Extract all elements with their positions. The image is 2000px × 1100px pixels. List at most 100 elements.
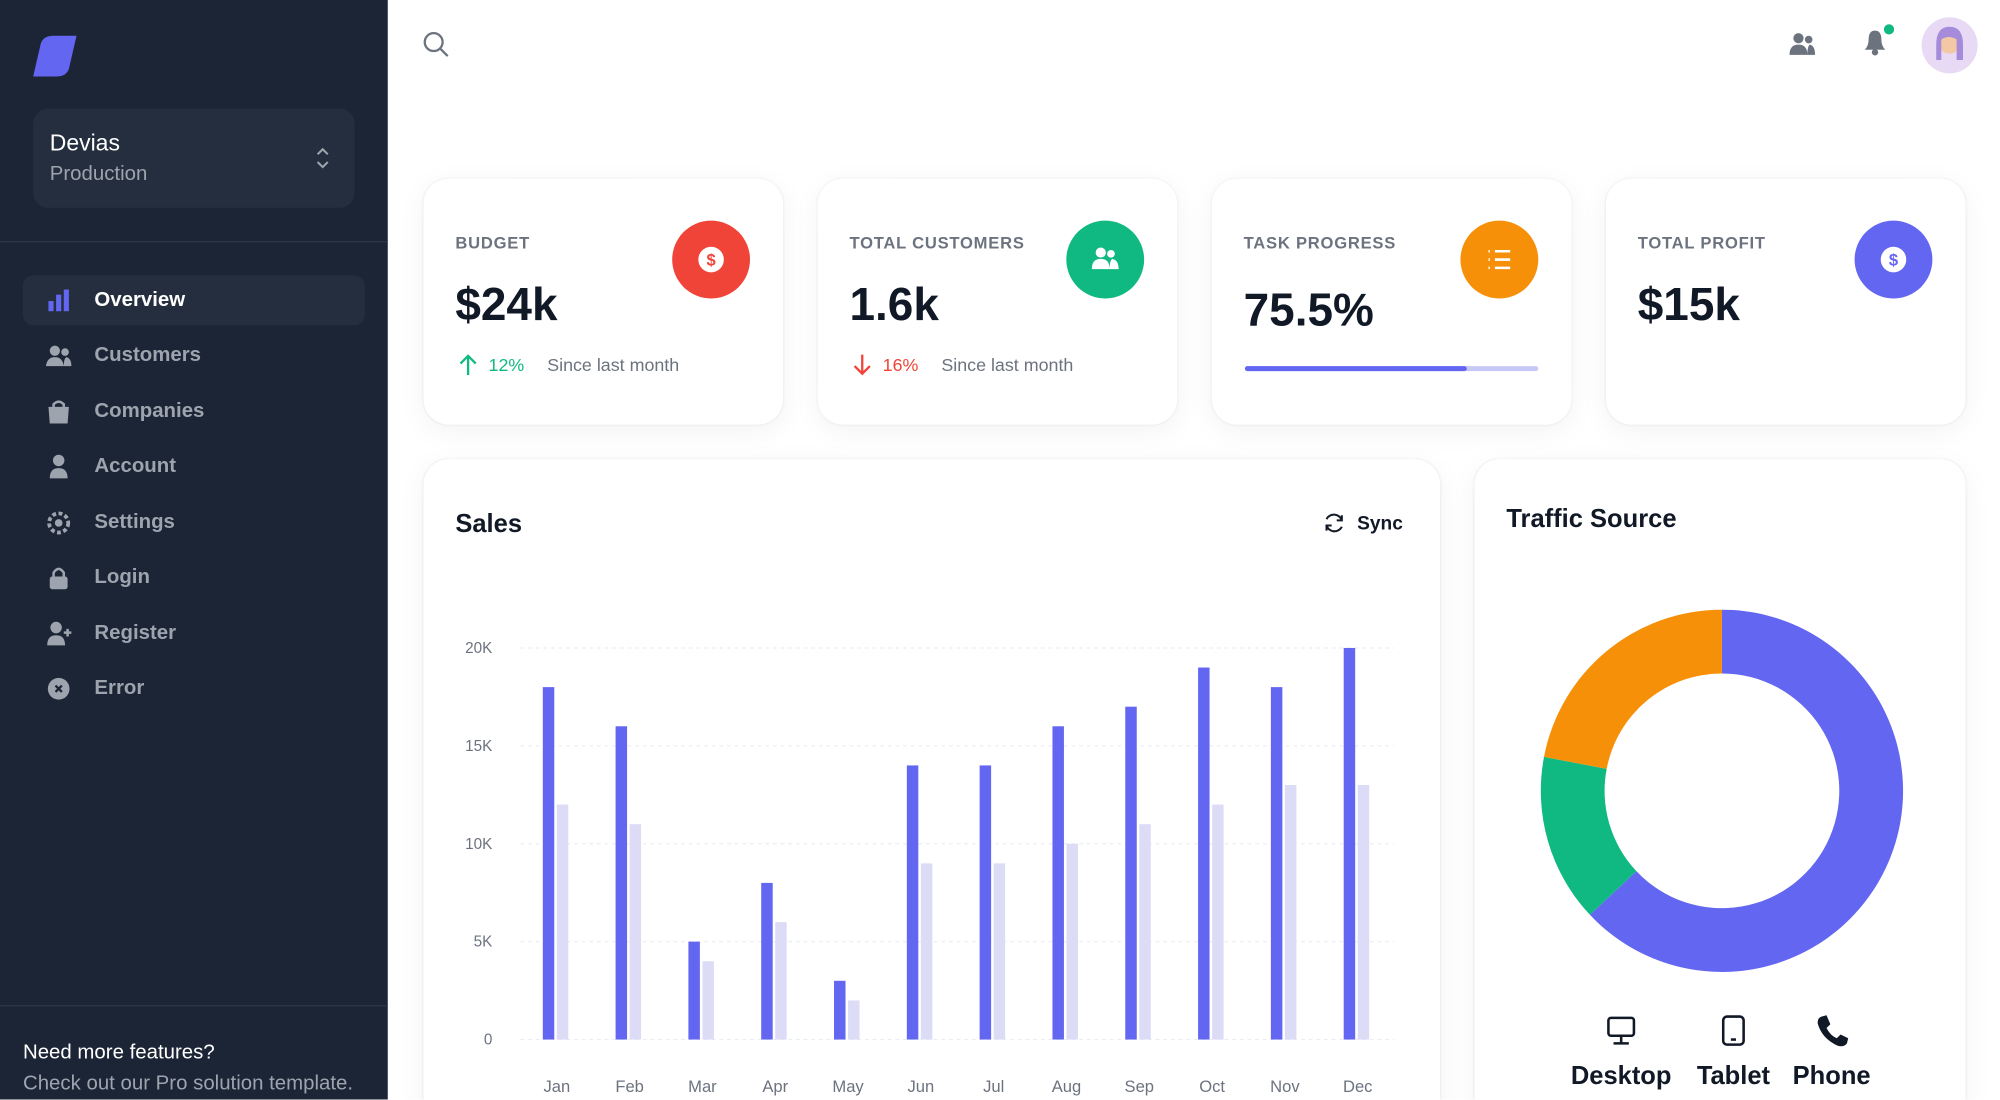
nav-label: Customers [94,344,201,367]
bar [1139,824,1151,1040]
nav-icon [49,567,68,590]
x-tick-label: Aug [1052,1077,1082,1096]
bar [761,882,773,1040]
x-tick-label: Jun [907,1077,934,1096]
bar [775,922,787,1040]
nav-item[interactable]: Companies [23,386,365,436]
card-label: BUDGET [455,233,530,253]
progress-track [1244,366,1539,372]
nav-icon [47,677,70,700]
nav-label: Account [94,455,177,478]
bar [1343,647,1356,1040]
nav-item[interactable]: Overview [22,275,365,326]
workspace-selector[interactable]: Devias Production [33,108,355,208]
nav-icon [48,400,69,424]
nav-label: Settings [94,511,175,534]
progress-fill [1244,366,1467,372]
x-tick-label: Dec [1343,1077,1372,1096]
tablet-icon [1721,1015,1745,1046]
divider [0,1005,388,1007]
card-label: TOTAL PROFIT [1637,233,1766,253]
sync-icon [1325,513,1343,533]
x-tick-label: Oct [1199,1077,1225,1096]
change-value: 16% [882,354,919,375]
nav-item[interactable]: Register [23,608,365,658]
nav-icon [49,454,68,479]
x-tick-label: Nov [1270,1077,1300,1096]
desktop-icon [1607,1016,1636,1045]
nav-item[interactable]: Customers [23,330,365,380]
bar [688,941,700,1040]
nav-label: Overview [94,289,186,312]
card-label: TASK PROGRESS [1243,233,1397,253]
bar [1125,706,1137,1040]
bar [1270,687,1283,1040]
card-icon [1460,220,1539,299]
search-button[interactable] [422,31,450,59]
logo[interactable] [31,33,82,79]
card-change: 16% Since last month [849,352,1073,378]
bar [629,824,642,1040]
svg-text:$: $ [706,250,715,269]
svg-text:$: $ [1889,250,1898,269]
chevron-icon [316,147,329,169]
up-arrow [459,354,477,375]
card-value: 75.5% [1243,283,1374,336]
sync-button[interactable]: Sync [1321,510,1403,536]
x-tick-label: Sep [1125,1077,1155,1096]
bar [542,687,555,1040]
card-value: $15k [1637,278,1740,331]
x-tick-label: Apr [762,1077,788,1096]
bar [979,765,992,1040]
y-tick-label: 5K [474,934,494,951]
y-tick-label: 15K [465,738,493,755]
change-note: Since last month [941,354,1074,375]
legend-label: Phone [1793,1062,1871,1090]
bar [615,726,628,1040]
card-value: $24k [455,278,558,331]
change-note: Since last month [547,354,680,375]
nav-label: Register [94,622,177,645]
workspace-env: Production [49,163,148,185]
bar [1284,785,1297,1040]
nav-label: Companies [94,400,205,423]
down-arrow [853,354,871,376]
x-tick-label: Feb [615,1077,644,1096]
card-icon: $ [1854,220,1933,299]
notifications-button[interactable] [1860,23,1898,59]
y-tick-label: 10K [465,836,493,853]
phone-icon [1817,1015,1849,1047]
x-tick-label: May [832,1077,864,1096]
card-value: 1.6k [849,278,939,331]
legend-label: Desktop [1571,1062,1672,1090]
nav-item[interactable]: Settings [23,497,365,547]
card-label: TOTAL CUSTOMERS [849,233,1025,253]
panel-title: Sales [455,510,523,539]
donut-segment [1540,756,1637,915]
bar [848,1000,860,1040]
nav-item[interactable]: Account [23,441,365,491]
card-icon [1066,220,1145,299]
card-change: 12% Since last month [455,352,679,378]
donut-segment [1544,609,1722,769]
x-tick-label: Jul [983,1077,1004,1096]
x-tick-label: Mar [688,1077,717,1096]
y-tick-label: 20K [465,640,493,657]
promo-title: Need more features? [22,1042,215,1064]
stat-card: TASK PROGRESS 75.5% [1211,178,1572,425]
bar [920,863,933,1040]
contacts-button[interactable] [1788,32,1816,58]
promo-text: Check out our Pro solution template. [22,1072,354,1095]
bar [1066,843,1078,1040]
avatar[interactable] [1921,17,1978,74]
workspace-name: Devias [49,130,120,156]
divider [0,241,388,243]
nav-label: Error [94,677,145,699]
nav-item[interactable]: Error [23,663,365,713]
bar [1198,667,1210,1040]
stat-card: TOTAL CUSTOMERS 1.6k 16% Since last month [817,178,1178,425]
nav-item[interactable]: Login [23,552,365,602]
bar [1357,785,1370,1040]
